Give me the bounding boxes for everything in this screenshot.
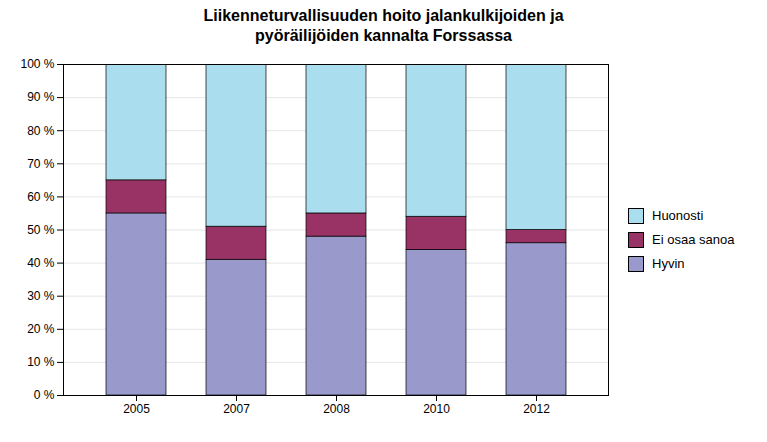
svg-text:100 %: 100 % xyxy=(20,57,54,71)
svg-text:10 %: 10 % xyxy=(27,355,55,369)
svg-text:20 %: 20 % xyxy=(27,322,55,336)
svg-text:2008: 2008 xyxy=(323,402,350,416)
html-text:Ei osaa sanoa: Ei osaa sanoa xyxy=(652,232,735,247)
svg-text:50 %: 50 % xyxy=(27,223,55,237)
svg-text:30 %: 30 % xyxy=(27,289,55,303)
svg-text:80 %: 80 % xyxy=(27,124,55,138)
svg-text:60 %: 60 % xyxy=(27,190,55,204)
html-text:Huonosti: Huonosti xyxy=(652,208,704,223)
svg-text:70 %: 70 % xyxy=(27,157,55,171)
svg-text:2005: 2005 xyxy=(123,402,150,416)
svg-text:2007: 2007 xyxy=(223,402,250,416)
svg-text:90 %: 90 % xyxy=(27,90,55,104)
html-text:Liikenneturvallisuuden hoito j: Liikenneturvallisuuden hoito jalankulkij… xyxy=(203,7,564,44)
svg-text:40 %: 40 % xyxy=(27,256,55,270)
svg-text:0 %: 0 % xyxy=(34,388,55,402)
svg-text:2010: 2010 xyxy=(423,402,450,416)
svg-text:2012: 2012 xyxy=(523,402,550,416)
html-text:Hyvin: Hyvin xyxy=(652,256,685,271)
